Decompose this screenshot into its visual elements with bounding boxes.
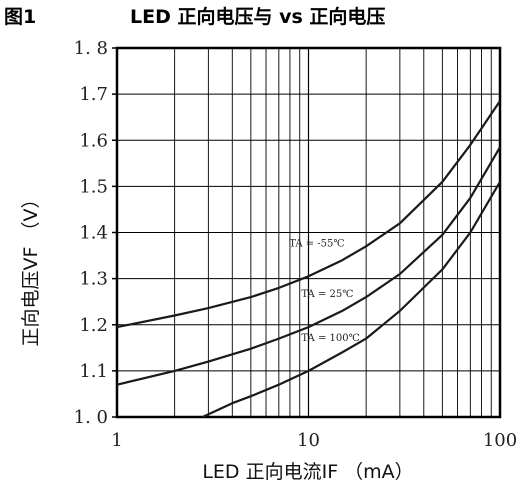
- y-tick-label: 1.6: [79, 130, 108, 151]
- y-tick-label: 1. 0: [74, 407, 108, 428]
- y-tick-label: 1.4: [79, 223, 108, 244]
- series-line-0: [116, 100, 501, 329]
- x-tick-label: 10: [297, 430, 320, 451]
- series-annotation-2: TA = 100℃: [301, 333, 359, 344]
- y-tick-label: 1.3: [79, 269, 108, 290]
- plot-frame: [115, 46, 502, 419]
- figure-label: 图1: [4, 6, 37, 28]
- x-axis-title: LED 正向电流IF （mA）: [202, 461, 413, 483]
- series-annotation-1: TA = 25℃: [301, 289, 353, 300]
- y-tick-label: 1.5: [79, 176, 108, 197]
- tick-labels: 1 10 100 1. 0 1.1 1.2 1.3 1.4 1.5 1.6 1.7 1. 8: [74, 38, 517, 451]
- y-tick-label: 1.7: [79, 84, 108, 105]
- series-group: [116, 100, 501, 418]
- annotations: TA = -55℃ TA = 25℃ TA = 100℃: [289, 238, 360, 344]
- series-line-1: [116, 146, 501, 386]
- series-annotation-0: TA = -55℃: [289, 238, 344, 249]
- x-tick-label: 100: [483, 430, 517, 451]
- y-tick-label: 1.2: [79, 315, 108, 336]
- y-tick-label: 1. 8: [74, 38, 108, 59]
- chart-title: LED 正向电压与 vs 正向电压: [130, 6, 386, 28]
- y-axis-title: 正向电压VF （V）: [20, 190, 42, 347]
- series-line-2: [202, 181, 501, 418]
- grid: [112, 47, 500, 418]
- y-tick-label: 1.1: [79, 361, 108, 382]
- x-tick-label: 1: [111, 430, 122, 451]
